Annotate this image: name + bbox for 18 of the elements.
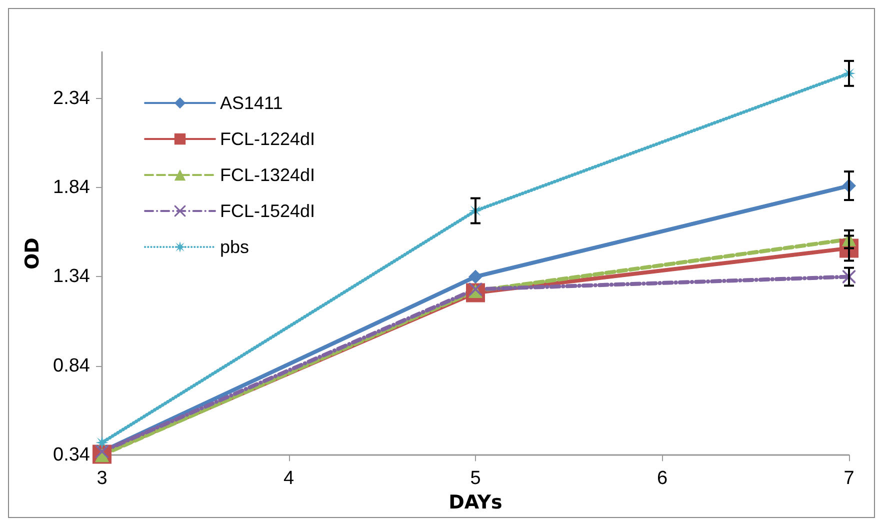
legend-label: AS1411 (220, 93, 283, 113)
y-tick-label: 0.84 (53, 355, 90, 376)
x-tick-label: 5 (470, 468, 481, 490)
y-tick-label: 1.34 (53, 266, 90, 288)
x-tick-label: 6 (656, 468, 668, 490)
x-tick-label: 3 (96, 468, 108, 490)
y-axis-title: OD (22, 238, 44, 270)
y-tick-label: 1.84 (53, 177, 90, 198)
legend-label: FCL-1324dI (220, 165, 316, 185)
legend-label: pbs (220, 237, 250, 257)
x-tick-label: 7 (844, 468, 854, 490)
y-tick-label: 0.34 (53, 444, 90, 466)
x-axis-title: DAYs (448, 492, 502, 514)
legend-label: FCL-1524dI (220, 201, 316, 221)
y-tick-label: 2.34 (53, 88, 90, 109)
x-tick-label: 4 (283, 468, 294, 490)
legend-label: FCL-1224dI (220, 129, 316, 149)
point (468, 270, 482, 284)
